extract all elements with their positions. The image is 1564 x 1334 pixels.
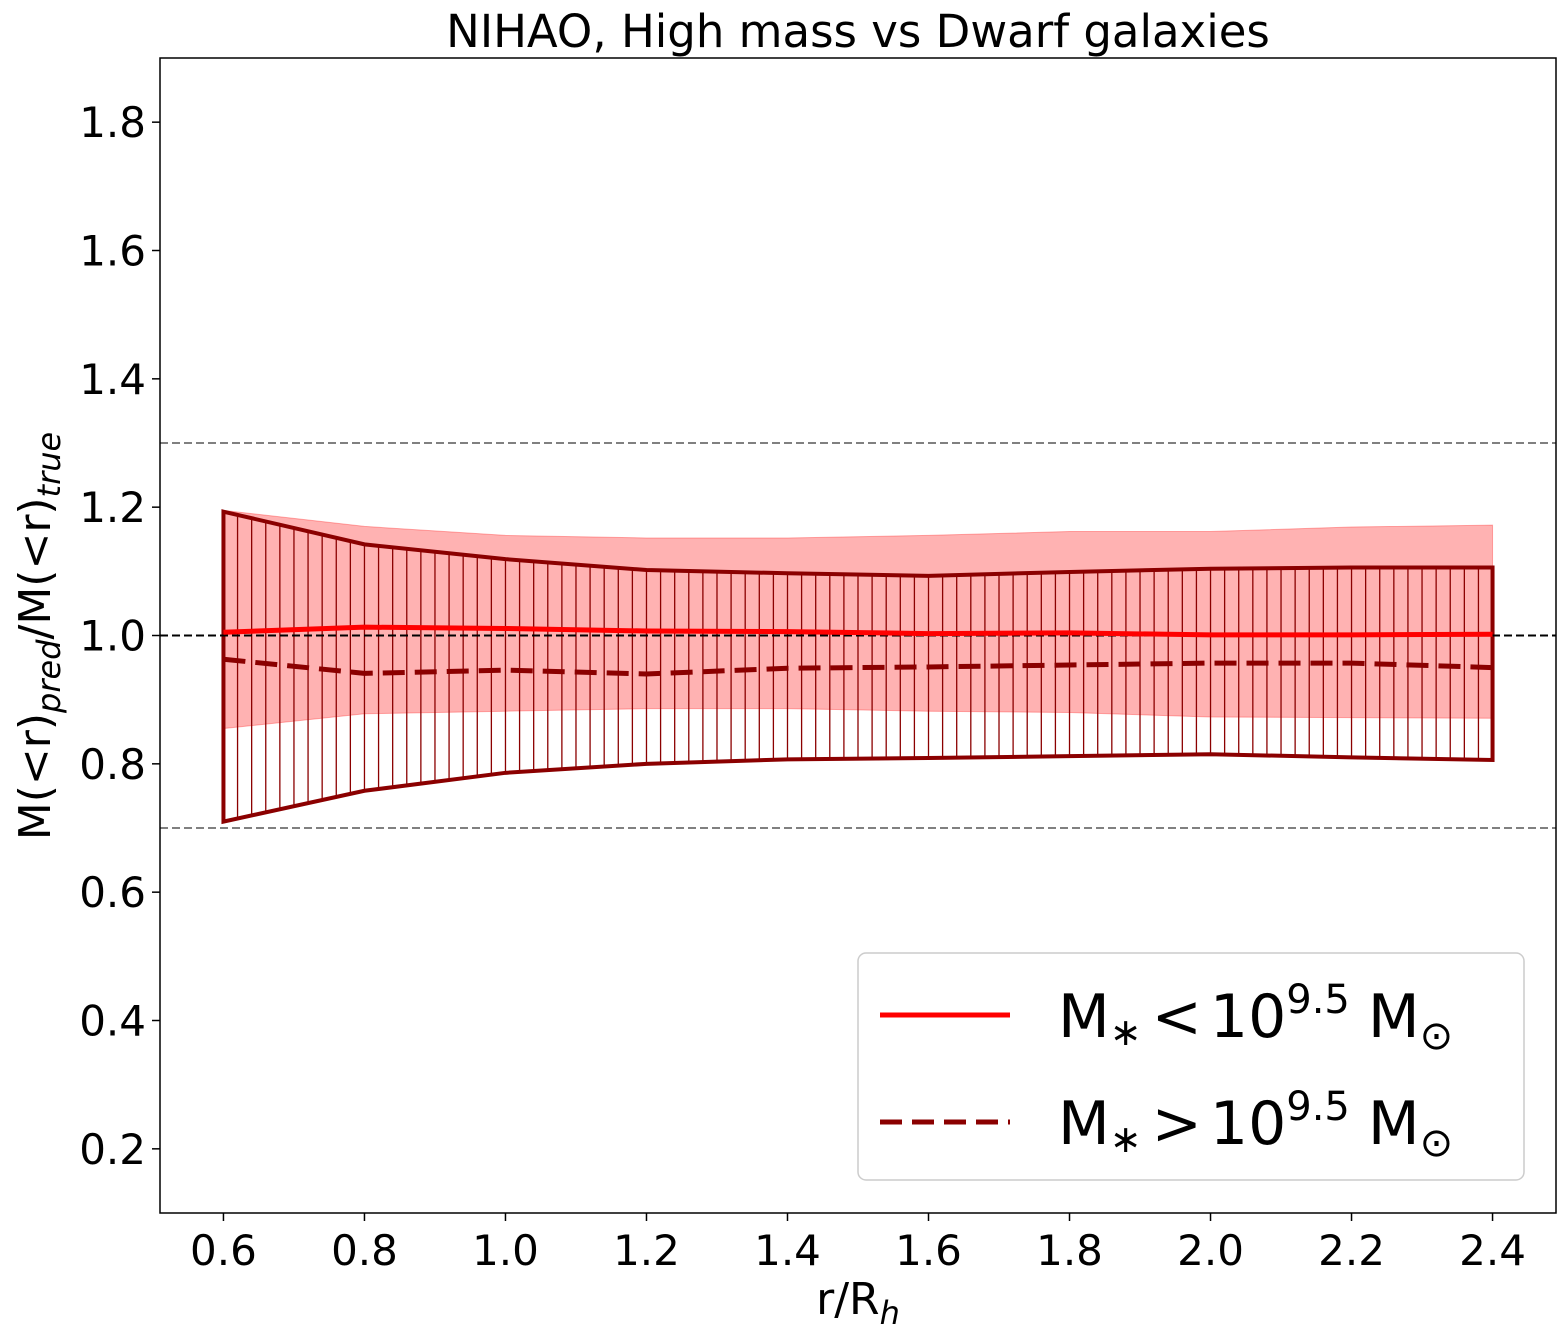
x-tick-label: 1.0 bbox=[472, 1226, 539, 1275]
y-tick-label: 0.8 bbox=[79, 740, 146, 789]
legend-label-low-mass: M∗ <109.5 M⊙ bbox=[1058, 977, 1453, 1059]
series-lines bbox=[223, 624, 1493, 677]
x-tick-label: 0.6 bbox=[190, 1226, 257, 1275]
x-tick-label: 1.8 bbox=[1036, 1226, 1103, 1275]
legend-box bbox=[857, 952, 1525, 1181]
y-axis-label: M(<r)pred/M(<r)true bbox=[10, 432, 68, 840]
band-high-mass-outline bbox=[221, 509, 1495, 825]
line-high-mass bbox=[223, 656, 1493, 677]
x-axis-ticks: 0.6 0.8 1.0 1.2 1.4 1.6 1.8 2.0 2.2 2.4 bbox=[190, 1213, 1526, 1275]
x-tick-label: 1.2 bbox=[613, 1226, 680, 1275]
y-tick-label: 0.2 bbox=[79, 1125, 146, 1174]
x-tick-label: 2.2 bbox=[1318, 1226, 1385, 1275]
y-axis-ticks: 0.2 0.4 0.6 0.8 1.0 1.2 1.4 1.6 1.8 bbox=[79, 98, 160, 1174]
y-tick-label: 1.6 bbox=[79, 227, 146, 276]
y-tick-label: 0.6 bbox=[79, 868, 146, 917]
reference-lines bbox=[160, 442, 1556, 829]
y-tick-label: 1.0 bbox=[79, 612, 146, 661]
x-tick-label: 1.4 bbox=[754, 1226, 821, 1275]
legend: M∗ <109.5 M⊙ M∗ >109.5 M⊙ bbox=[857, 952, 1525, 1181]
line-low-mass bbox=[223, 624, 1493, 638]
x-tick-label: 2.0 bbox=[1177, 1226, 1244, 1275]
y-tick-label: 1.8 bbox=[79, 98, 146, 147]
plot-area bbox=[160, 442, 1556, 829]
y-tick-label: 0.4 bbox=[79, 997, 146, 1046]
y-tick-label: 1.4 bbox=[79, 355, 146, 404]
x-tick-label: 1.6 bbox=[895, 1226, 962, 1275]
x-tick-label: 0.8 bbox=[331, 1226, 398, 1275]
x-tick-label: 2.4 bbox=[1459, 1226, 1526, 1275]
y-tick-label: 1.2 bbox=[79, 483, 146, 532]
x-axis-label: r/Rh bbox=[816, 1274, 900, 1332]
chart-title: NIHAO, High mass vs Dwarf galaxies bbox=[446, 5, 1270, 58]
legend-label-high-mass: M∗ >109.5 M⊙ bbox=[1058, 1084, 1453, 1166]
